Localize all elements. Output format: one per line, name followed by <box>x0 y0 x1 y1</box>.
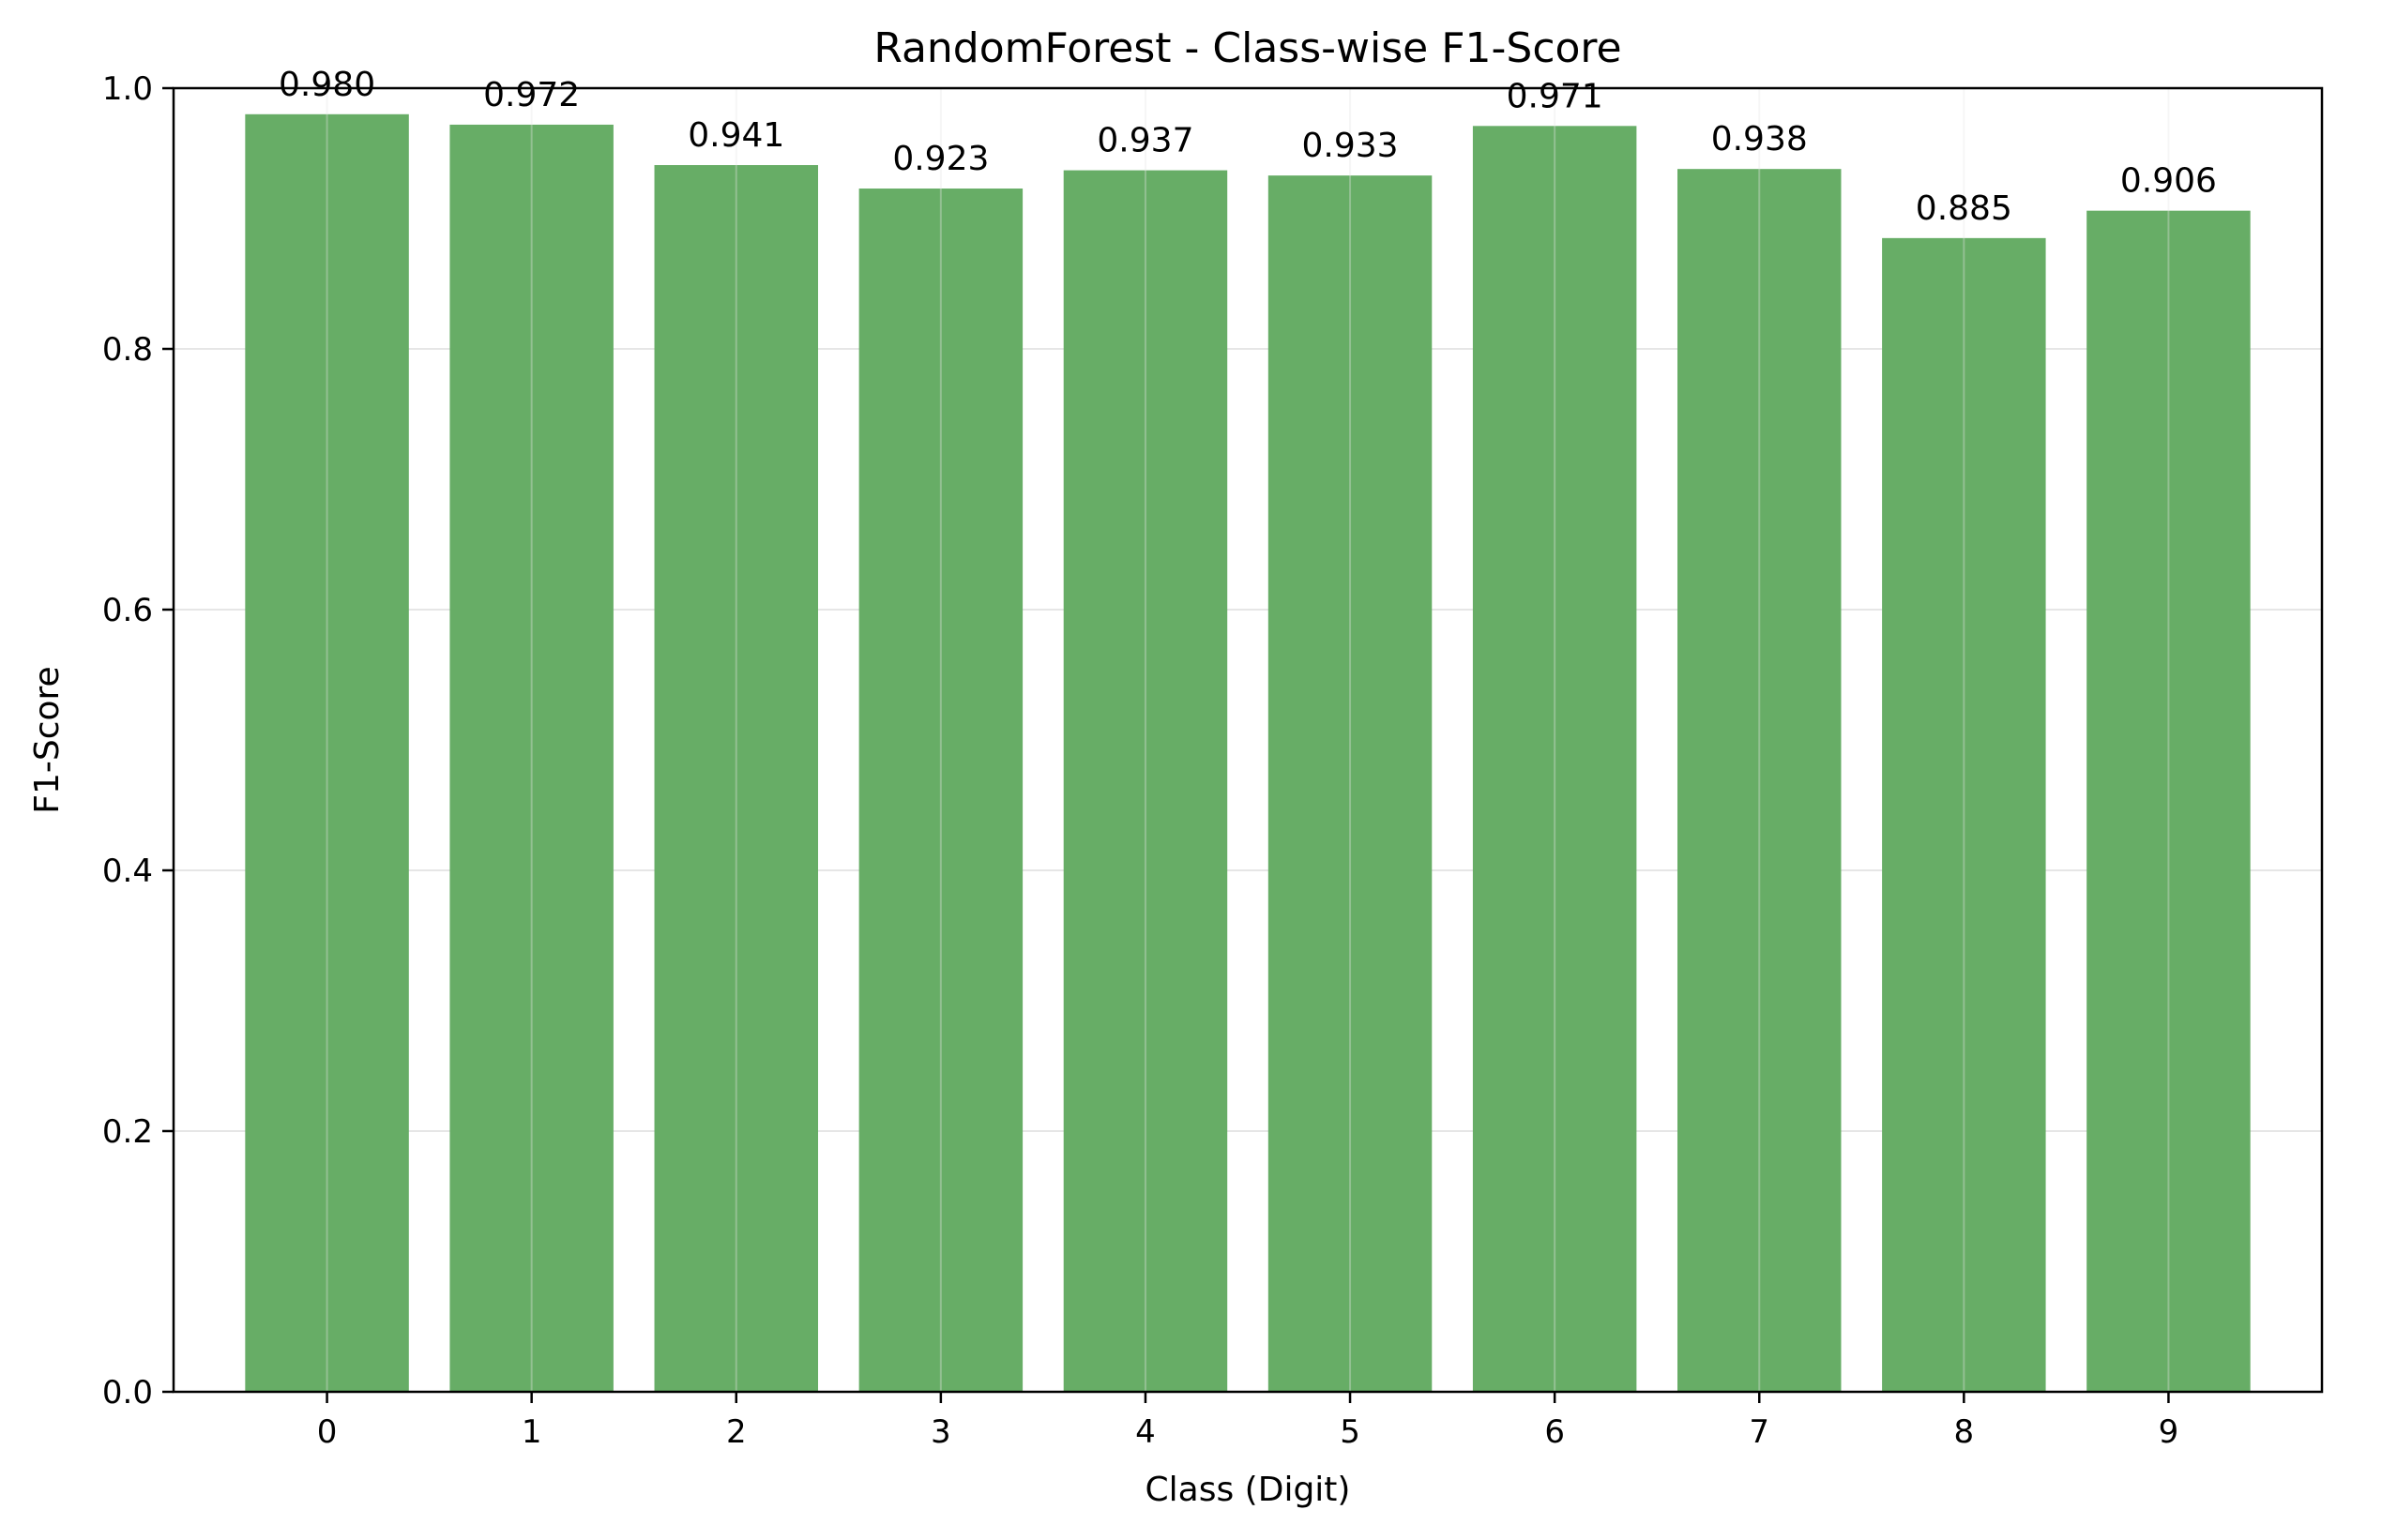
data-label: 0.937 <box>1097 122 1193 160</box>
bar-class-1 <box>449 124 614 1392</box>
x-axis-label: Class (Digit) <box>1145 1471 1351 1509</box>
y-tick-label: 1.0 <box>102 70 153 108</box>
x-tick-label: 3 <box>931 1413 951 1451</box>
y-tick-label: 0.6 <box>102 592 153 629</box>
bar-class-4 <box>1063 170 1228 1392</box>
data-label: 0.906 <box>2120 162 2217 201</box>
x-tick-label: 8 <box>1954 1413 1975 1451</box>
bar-class-3 <box>858 189 1024 1392</box>
data-label: 0.885 <box>1916 189 2012 228</box>
y-axis-label: F1-Score <box>28 666 67 813</box>
x-tick-label: 1 <box>522 1413 542 1451</box>
x-tick-label: 5 <box>1340 1413 1360 1451</box>
ticks-layer: 0.0 0.2 0.4 0.6 0.8 1.0 0 1 2 3 4 5 6 7 8 9 <box>102 70 2178 1451</box>
data-label: 0.941 <box>688 116 784 155</box>
x-tick-label: 6 <box>1544 1413 1565 1451</box>
data-labels-layer: 0.980 0.972 0.941 0.923 0.937 0.933 0.971 0.938… <box>279 66 2217 228</box>
data-label: 0.980 <box>279 66 375 104</box>
bar-class-9 <box>2086 210 2251 1392</box>
y-tick-label: 0.2 <box>102 1113 153 1151</box>
bar-class-8 <box>1882 237 2046 1393</box>
bar-class-7 <box>1677 169 1842 1393</box>
bar-class-6 <box>1472 126 1637 1392</box>
y-tick-label: 0.0 <box>102 1374 153 1412</box>
data-label: 0.938 <box>1711 120 1808 159</box>
data-label: 0.923 <box>892 140 989 178</box>
chart-title: RandomForest - Class-wise F1-Score <box>873 24 1621 72</box>
data-label: 0.933 <box>1302 127 1399 165</box>
bar-class-0 <box>245 113 409 1392</box>
plot-frame <box>172 86 2324 1394</box>
bar-class-5 <box>1267 175 1433 1392</box>
y-tick-label: 0.8 <box>102 331 153 369</box>
bar-class-2 <box>654 165 818 1392</box>
y-tick-label: 0.4 <box>102 853 153 890</box>
bars-layer <box>245 88 2251 1393</box>
x-tick-label: 2 <box>726 1413 747 1451</box>
x-tick-label: 7 <box>1749 1413 1769 1451</box>
data-label: 0.972 <box>483 76 580 114</box>
data-label: 0.971 <box>1507 77 1603 115</box>
x-tick-label: 4 <box>1135 1413 1156 1451</box>
x-tick-label: 0 <box>317 1413 338 1451</box>
x-tick-label: 9 <box>2159 1413 2179 1451</box>
